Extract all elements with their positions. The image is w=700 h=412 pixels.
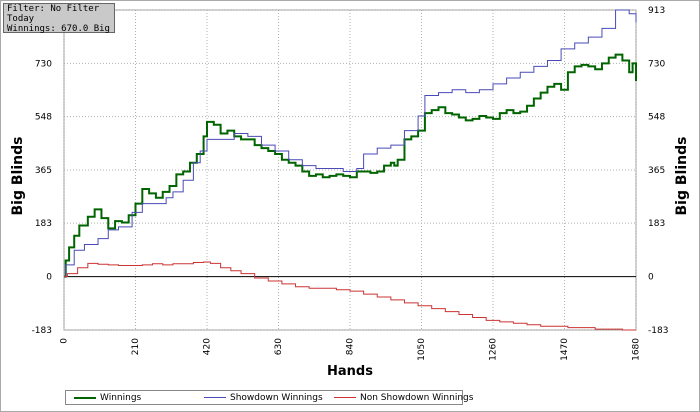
y-axis-label-right: Big Blinds xyxy=(674,136,690,216)
x-axis-label: Hands xyxy=(327,364,373,379)
y-tick-label-left: 548 xyxy=(35,113,52,123)
info-box: Filter: No Filter Today Winnings: 670.0 … xyxy=(3,3,115,34)
x-tick-label: 1680 xyxy=(632,338,642,361)
y-tick-label-left: -183 xyxy=(32,326,52,336)
period-text: Today xyxy=(7,14,35,24)
legend-label: Non Showdown Winnings xyxy=(360,393,474,403)
series-line-showdown-winnings xyxy=(64,9,637,278)
y-tick-label-left: 183 xyxy=(35,219,52,229)
x-tick-label: 0 xyxy=(60,338,70,344)
y-tick-label-right: 913 xyxy=(648,6,665,16)
x-tick-label: 1050 xyxy=(417,338,427,361)
tick-labels: 0210420630840105012601470168091391373073… xyxy=(32,6,669,361)
x-tick-label: 420 xyxy=(203,338,213,355)
x-tick-label: 840 xyxy=(346,338,356,355)
x-tick-label: 1470 xyxy=(560,338,570,361)
legend-swatch xyxy=(334,397,356,398)
y-tick-label-right: 0 xyxy=(648,273,654,283)
y-tick-label-left: 730 xyxy=(35,59,52,69)
legend-item-showdown: Showdown Winnings xyxy=(204,392,323,404)
grid-lines xyxy=(63,9,637,331)
y-tick-label-right: 365 xyxy=(648,166,665,176)
y-axis-label-left: Big Blinds xyxy=(10,136,26,216)
series-layer xyxy=(64,9,637,331)
x-tick-label: 210 xyxy=(131,338,141,355)
legend-item-non-showdown: Non Showdown Winnings xyxy=(334,392,473,404)
series-line-non-showdown-winnings xyxy=(64,261,636,331)
series-line-winnings xyxy=(64,53,637,278)
filter-text: Filter: No Filter xyxy=(7,4,100,14)
x-tick-label: 1260 xyxy=(489,338,499,361)
winnings-text: Winnings: 670.0 Big Blinds xyxy=(7,24,114,34)
legend-swatch xyxy=(74,396,96,399)
legend-label: Showdown Winnings xyxy=(230,393,323,403)
y-tick-label-right: 183 xyxy=(648,219,665,229)
y-tick-label-left: 365 xyxy=(35,166,52,176)
y-tick-label-right: 548 xyxy=(648,113,665,123)
y-tick-label-right: 730 xyxy=(648,59,665,69)
x-tick-label: 630 xyxy=(274,338,284,355)
legend-item-winnings: Winnings xyxy=(74,392,141,404)
y-tick-label-left: 0 xyxy=(46,273,52,283)
legend: Winnings Showdown Winnings Non Showdown … xyxy=(65,390,473,405)
legend-label: Winnings xyxy=(100,393,142,403)
y-tick-label-right: -183 xyxy=(648,326,668,336)
legend-swatch xyxy=(204,397,226,398)
